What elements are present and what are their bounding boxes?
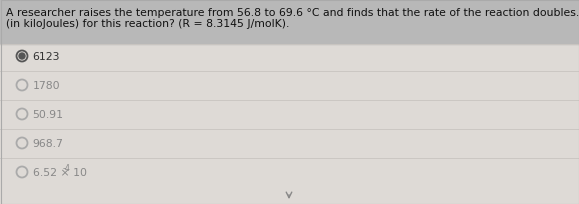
Text: 50.91: 50.91	[32, 110, 64, 119]
Text: 6123: 6123	[32, 52, 60, 62]
Text: (in kiloJoules) for this reaction? (R = 8.3145 J/molK).: (in kiloJoules) for this reaction? (R = …	[6, 19, 290, 29]
Bar	[0, 0, 579, 45]
Text: A researcher raises the temperature from 56.8 to 69.6 °C and finds that the rate: A researcher raises the temperature from…	[6, 8, 579, 18]
Circle shape	[19, 54, 25, 60]
Text: -4: -4	[63, 164, 71, 173]
Text: 968.7: 968.7	[32, 138, 63, 148]
Text: 1780: 1780	[32, 81, 60, 91]
Text: 6.52 × 10: 6.52 × 10	[32, 167, 86, 177]
